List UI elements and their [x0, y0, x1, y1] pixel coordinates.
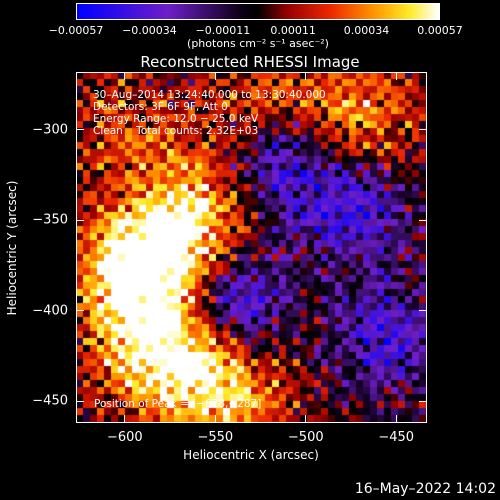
y-tick-mark: [419, 219, 427, 221]
colorbar-tick-label: −0.00011: [195, 24, 251, 37]
y-tick-label: −450: [32, 393, 68, 409]
annotation-line-4: Clean Total counts: 2.32E+03: [93, 125, 259, 137]
x-tick-mark: [214, 415, 216, 423]
y-axis-label: Heliocentric Y (arcsec): [5, 180, 19, 316]
annotation-line-1: 30–Aug–2014 13:24:40.000 to 13:30:40.000: [93, 89, 326, 101]
x-tick-mark: [395, 72, 397, 80]
annotation-line-2: Detectors: 3F 6F 9F, Att 0: [93, 101, 228, 113]
x-tick-mark: [305, 415, 307, 423]
x-axis-label: Heliocentric X (arcsec): [183, 448, 319, 462]
x-tick-mark: [124, 415, 126, 423]
heatmap-image: [76, 72, 427, 423]
y-tick-mark: [76, 219, 84, 221]
colorbar-tick-label: 0.00057: [417, 24, 463, 37]
colorbar-tick-label: −0.00057: [48, 24, 104, 37]
footer-timestamp: 16–May–2022 14:02: [354, 481, 496, 497]
peak-position-label: Position of Peak = [−628,−287]: [94, 398, 262, 410]
x-tick-mark: [214, 72, 216, 80]
chart-title: Reconstructed RHESSI Image: [140, 53, 360, 71]
colorbar-tick-label: 0.00034: [343, 24, 390, 37]
colorbar: [76, 3, 440, 20]
y-tick-mark: [76, 400, 84, 402]
y-tick-label: −400: [32, 303, 68, 319]
y-tick-mark: [76, 129, 84, 131]
x-tick-mark: [305, 72, 307, 80]
colorbar-tick-label: 0.00011: [270, 24, 316, 37]
y-tick-label: −300: [32, 122, 68, 138]
y-tick-mark: [419, 129, 427, 131]
x-tick-label: −450: [378, 430, 415, 445]
x-tick-mark: [124, 72, 126, 80]
x-tick-label: −600: [106, 430, 143, 445]
x-tick-mark: [395, 415, 397, 423]
colorbar-units: (photons cm⁻² s⁻¹ asec⁻²): [187, 37, 329, 50]
annotation-line-3: Energy Range: 12.0 − 25.0 keV: [93, 113, 259, 125]
colorbar-tick-label: −0.00034: [122, 24, 177, 37]
x-tick-label: −500: [287, 430, 324, 445]
y-tick-mark: [419, 400, 427, 402]
y-tick-label: −350: [32, 212, 68, 228]
y-tick-mark: [76, 310, 84, 312]
x-tick-label: −550: [197, 430, 234, 445]
y-tick-mark: [419, 310, 427, 312]
